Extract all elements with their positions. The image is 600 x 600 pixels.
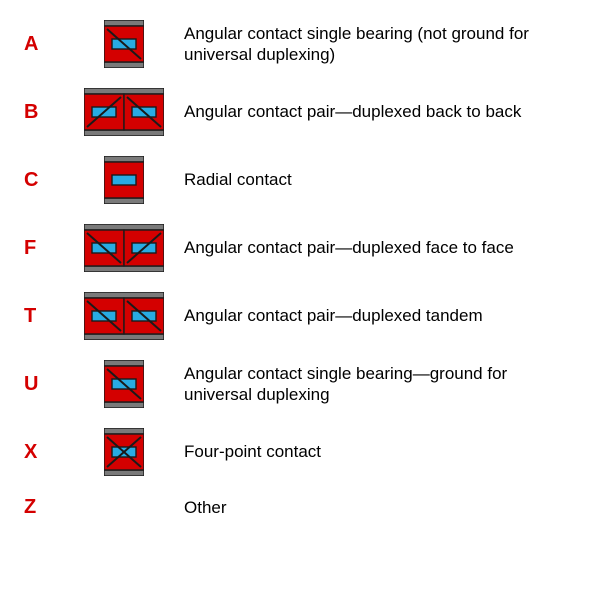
bearing-row: B Angular contact pair—duplexed back to b… [24,88,576,136]
bearing-code-letter: B [24,101,64,124]
bearing-row: Z Other [24,496,576,519]
bearing-description: Four-point contact [184,441,576,462]
bearing-code-letter: T [24,305,64,328]
bearing-single-angular-icon [64,20,184,68]
bearing-description: Angular contact single bearing (not grou… [184,23,576,66]
bearing-pair-back-to-back-icon [64,88,184,136]
bearing-pair-face-to-face-icon [64,224,184,272]
bearing-code-letter: X [24,441,64,464]
bearing-code-letter: F [24,237,64,260]
bearing-row: T Angular contact pair—duplexed tandem [24,292,576,340]
bearing-single-angular-ground-icon [64,360,184,408]
bearing-description: Angular contact pair—duplexed face to fa… [184,237,576,258]
bearing-row: U Angular contact single bearing—ground f… [24,360,576,408]
bearing-pair-tandem-icon [64,292,184,340]
bearing-description: Angular contact pair—duplexed back to ba… [184,101,576,122]
bearing-code-letter: Z [24,496,64,519]
bearing-row: C Radial contact [24,156,576,204]
bearing-code-letter: C [24,169,64,192]
bearing-row: X Four-point contact [24,428,576,476]
bearing-description: Radial contact [184,169,576,190]
bearing-code-letter: A [24,33,64,56]
bearing-description: Angular contact pair—duplexed tandem [184,305,576,326]
bearing-row: F Angular contact pair—duplexed face to f… [24,224,576,272]
bearing-four-point-icon [64,428,184,476]
bearing-row: A Angular contact single bearing (not gro… [24,20,576,68]
bearing-code-letter: U [24,373,64,396]
bearing-radial-icon [64,156,184,204]
bearing-description: Angular contact single bearing—ground fo… [184,363,576,406]
bearing-description: Other [184,497,576,518]
